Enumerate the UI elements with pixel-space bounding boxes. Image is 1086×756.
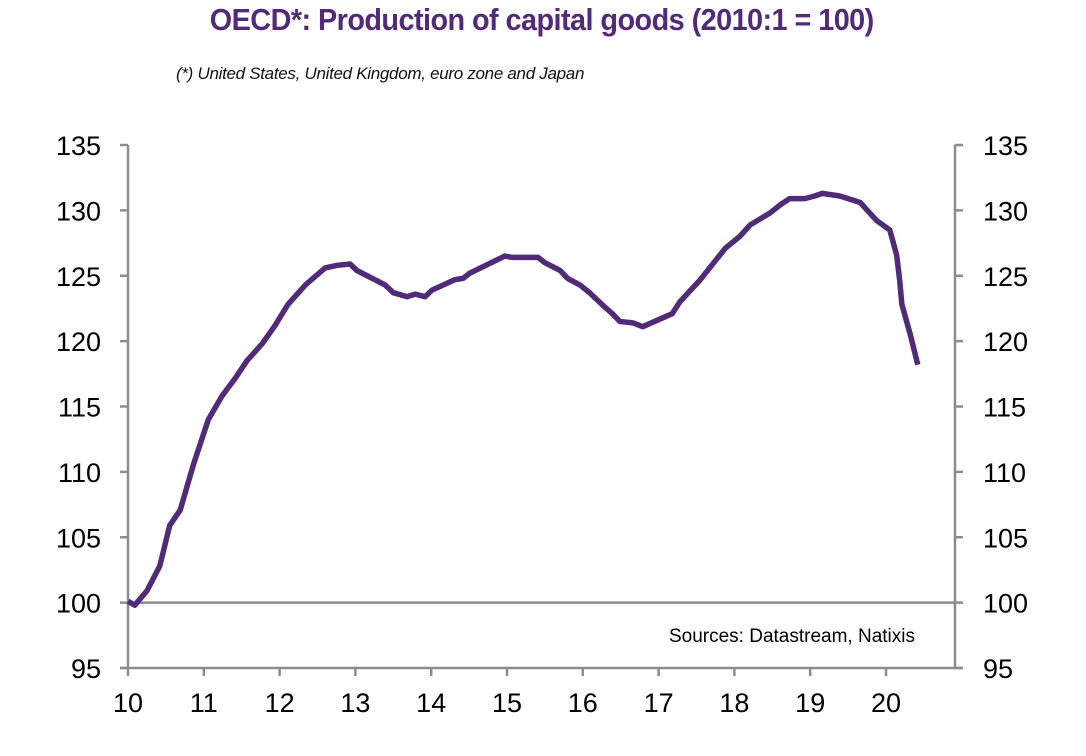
x-tick-label: 13: [340, 688, 370, 718]
x-tick-label: 17: [644, 688, 674, 718]
y-tick-label: 105: [56, 523, 101, 553]
y-tick-label: 120: [56, 327, 101, 357]
y-tick-label: 95: [983, 654, 1013, 684]
y-tick-label: 125: [983, 262, 1028, 292]
x-tick-label: 10: [113, 688, 143, 718]
x-tick-label: 18: [719, 688, 749, 718]
chart-subtitle: (*) United States, United Kingdom, euro …: [176, 64, 585, 83]
x-tick-label: 12: [265, 688, 295, 718]
series-line: [126, 190, 921, 608]
y-tick-label: 110: [58, 458, 101, 488]
y-tick-label: 120: [983, 327, 1028, 357]
y-tick-label: 105: [983, 523, 1028, 553]
x-tick-label: 20: [871, 688, 901, 718]
x-tick-label: 19: [795, 688, 825, 718]
x-tick-label: 16: [568, 688, 598, 718]
left-y-axis-labels: 95 100 105 110 115 120 125 130 135: [56, 131, 101, 684]
y-tick-label: 125: [56, 262, 101, 292]
y-tick-label: 115: [983, 393, 1026, 423]
right-y-axis-labels: 95 100 105 110 115 120 125 130 135: [983, 131, 1028, 684]
y-tick-label: 135: [56, 131, 101, 161]
chart-title: OECD*: Production of capital goods (2010…: [209, 2, 874, 37]
x-axis-labels: 10 11 12 13 14 15 16 17 18 19 20: [113, 688, 901, 718]
y-tick-label: 100: [56, 589, 101, 619]
y-tick-label: 100: [983, 589, 1028, 619]
x-tick-label: 11: [190, 688, 218, 718]
x-tick-label: 14: [416, 688, 446, 718]
y-tick-label: 130: [56, 196, 101, 226]
y-tick-label: 95: [71, 654, 101, 684]
axes: [120, 143, 963, 676]
y-tick-label: 115: [58, 393, 101, 423]
x-tick-label: 15: [492, 688, 522, 718]
source-annotation: Sources: Datastream, Natixis: [669, 626, 915, 647]
y-tick-label: 110: [983, 458, 1026, 488]
y-tick-label: 135: [983, 131, 1028, 161]
y-tick-label: 130: [983, 196, 1028, 226]
series-group: [126, 190, 921, 608]
